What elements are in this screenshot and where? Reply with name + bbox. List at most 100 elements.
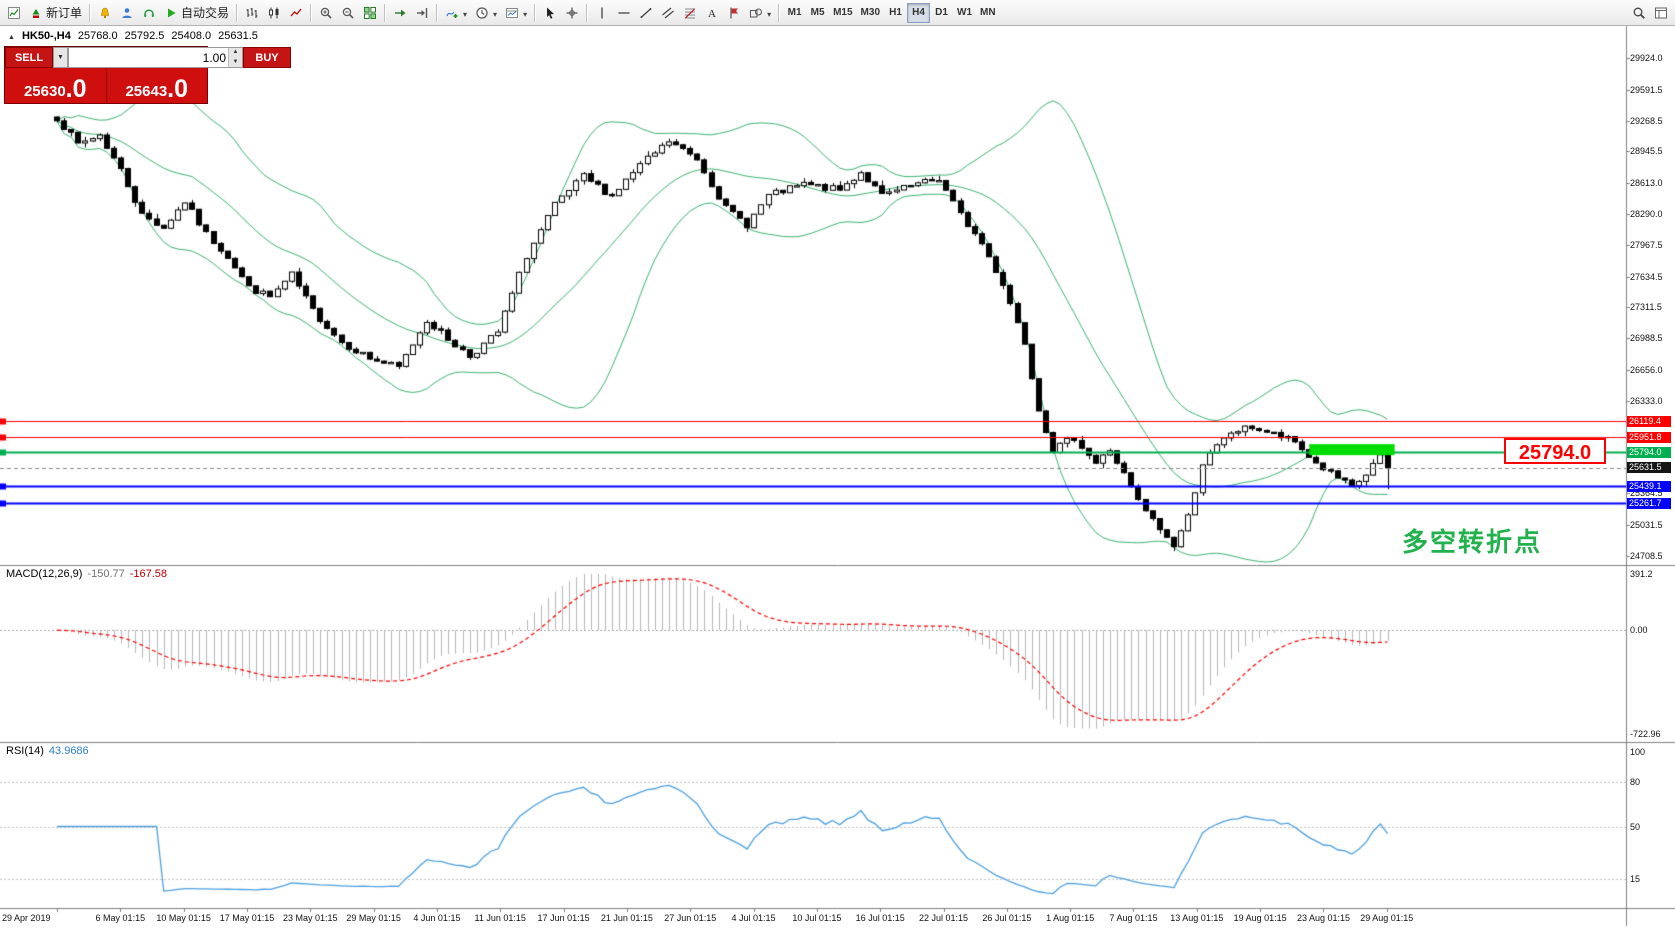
shapes-button[interactable]: [745, 3, 775, 23]
cursor-icon: [543, 6, 557, 20]
trade-options-dropdown[interactable]: [53, 47, 68, 68]
collapse-chart-icon[interactable]: [8, 30, 15, 42]
auto-scroll-button[interactable]: [389, 3, 411, 23]
new-order-button-label: 新订单: [46, 6, 83, 20]
buy-button[interactable]: BUY: [243, 47, 291, 68]
one-click-trading-panel: SELL BUY 25630.0 25643.0: [4, 46, 291, 104]
volume-decrease-button[interactable]: [229, 57, 242, 67]
toolbar-separator: [534, 3, 537, 22]
timeframe-m30-button[interactable]: M30: [857, 3, 884, 23]
sell-button[interactable]: SELL: [5, 47, 53, 68]
toolbar-separator: [586, 3, 589, 22]
zoom-in-button[interactable]: [315, 3, 337, 23]
channel-icon: [661, 6, 675, 20]
timeframe-m15-button-label: M15: [833, 7, 853, 18]
new-order-icon: [29, 6, 43, 20]
templates-button[interactable]: [501, 3, 531, 23]
zoom-in-icon: [319, 6, 333, 20]
candlestick-chart-button[interactable]: [263, 3, 285, 23]
timeframe-d1-button[interactable]: D1: [930, 3, 953, 23]
crosshair-button[interactable]: [561, 3, 583, 23]
flag-icon: [727, 6, 741, 20]
autotrade-button-label: 自动交易: [181, 6, 230, 20]
template-icon: [505, 6, 519, 20]
ohlc-high: 25792.5: [124, 30, 165, 42]
timeframe-h4-button[interactable]: H4: [907, 2, 930, 23]
alerts-button[interactable]: [94, 3, 116, 23]
channel-button[interactable]: [657, 3, 679, 23]
ohlc-low: 25408.0: [171, 30, 212, 42]
macd-value-1: -150.77: [87, 568, 125, 580]
timeframe-w1-button-label: W1: [957, 7, 972, 18]
new-order-button[interactable]: 新订单: [25, 3, 86, 23]
timeframe-h1-button[interactable]: H1: [884, 3, 907, 23]
annotation-text[interactable]: 多空转折点: [1402, 527, 1543, 557]
chevron-down-icon: [766, 6, 771, 20]
volume-input[interactable]: [69, 48, 228, 67]
chart-title: HK50-,H4: [21, 30, 71, 42]
toolbar-separator: [384, 3, 387, 22]
price-callout-box[interactable]: 25794.0: [1504, 438, 1606, 464]
line-icon: [289, 6, 303, 20]
autotrade-button[interactable]: 自动交易: [160, 3, 233, 23]
timeframe-mn-button[interactable]: MN: [976, 3, 1000, 23]
timeframe-m15-button[interactable]: M15: [829, 3, 856, 23]
clock-icon: [475, 6, 489, 20]
bar-chart-button[interactable]: [241, 3, 263, 23]
bars-icon: [245, 6, 259, 20]
text-icon: A: [705, 6, 719, 20]
chart-shift-button[interactable]: [411, 3, 433, 23]
trendline-button[interactable]: [635, 3, 657, 23]
chart-header: HK50-,H4 25768.0 25792.5 25408.0 25631.5: [8, 30, 258, 42]
toolbar-separator: [89, 3, 92, 22]
search-button[interactable]: [1628, 3, 1650, 23]
bell-icon: [98, 6, 112, 20]
label-button[interactable]: [723, 3, 745, 23]
toolbar-separator: [236, 3, 239, 22]
sell-price[interactable]: 25630.0: [5, 68, 106, 103]
timeframe-m1-button-label: M1: [787, 7, 802, 18]
user-icon: [120, 6, 134, 20]
timeframe-m30-button-label: M30: [860, 7, 880, 18]
support-button[interactable]: [138, 3, 160, 23]
vertical-line-button[interactable]: [591, 3, 613, 23]
rsi-indicator-label: RSI(14) 43.9686: [6, 745, 89, 757]
zoom-out-button[interactable]: [337, 3, 359, 23]
timeframe-h4-button-label: H4: [912, 7, 925, 18]
fibonacci-button[interactable]: [679, 3, 701, 23]
ohlc-close: 25631.5: [218, 30, 258, 42]
timeframe-d1-button-label: D1: [935, 7, 948, 18]
horizontal-line-button[interactable]: [613, 3, 635, 23]
community-button[interactable]: [116, 3, 138, 23]
cursor-button[interactable]: [539, 3, 561, 23]
buy-price[interactable]: 25643.0: [105, 68, 207, 103]
sell-price-main: 25630: [23, 83, 66, 100]
timeframe-m5-button-label: M5: [810, 7, 825, 18]
play-icon: [164, 6, 178, 20]
fibo-icon: [683, 6, 697, 20]
data-window-button[interactable]: [1650, 3, 1672, 23]
periods-button[interactable]: [471, 3, 501, 23]
svg-text:A: A: [708, 8, 716, 20]
toolbar: 新订单 自动交易 A M1 M5 M15 M30 H1 H4 D1 W1 MN: [0, 0, 1675, 26]
search-icon: [1632, 6, 1646, 20]
timeframe-m5-button[interactable]: M5: [806, 3, 829, 23]
timeframe-m1-button[interactable]: M1: [783, 3, 806, 23]
text-button[interactable]: A: [701, 3, 723, 23]
panel-icon: [1654, 6, 1668, 20]
vline-icon: [595, 6, 609, 20]
volume-increase-button[interactable]: [229, 48, 242, 58]
line-chart-button[interactable]: [285, 3, 307, 23]
new-chart-button[interactable]: [3, 3, 25, 23]
tile-windows-button[interactable]: [359, 3, 381, 23]
volume-field: [68, 47, 243, 68]
indicators-button[interactable]: [441, 3, 471, 23]
rsi-value: 43.9686: [48, 745, 89, 757]
timeframe-w1-button[interactable]: W1: [953, 3, 976, 23]
shift-icon: [415, 6, 429, 20]
trend-icon: [639, 6, 653, 20]
buy-price-pips: .0: [167, 75, 189, 103]
macd-value-2: -167.58: [129, 568, 168, 580]
